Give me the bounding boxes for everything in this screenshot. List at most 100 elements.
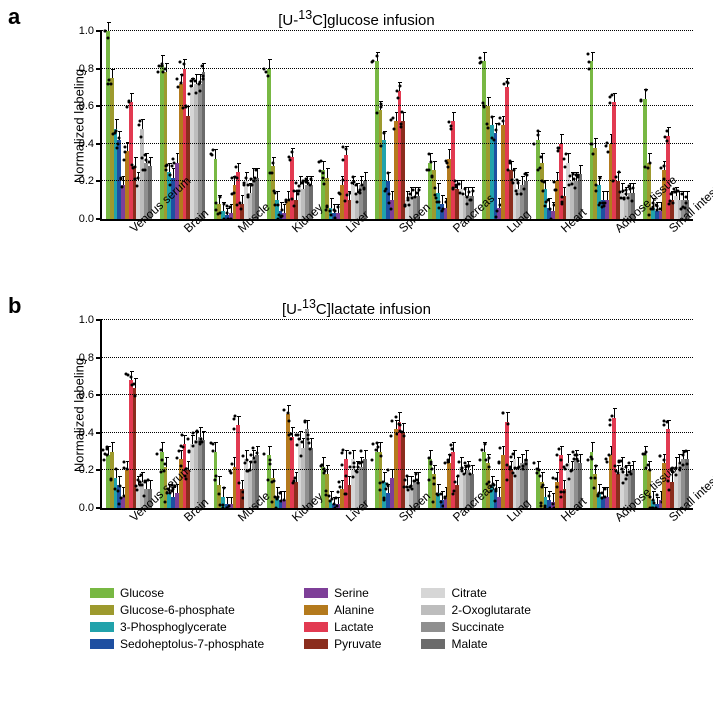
- legend-label: Sedoheptolus-7-phosphate: [120, 637, 264, 651]
- data-point: [428, 479, 431, 482]
- data-point: [164, 500, 167, 503]
- data-point: [255, 168, 258, 171]
- legend-swatch: [90, 622, 114, 632]
- data-point: [563, 491, 566, 494]
- data-point: [628, 461, 631, 464]
- data-point: [386, 483, 389, 486]
- data-point: [644, 453, 647, 456]
- data-point: [600, 491, 603, 494]
- data-point: [193, 79, 196, 82]
- data-point: [293, 476, 296, 479]
- data-point: [560, 201, 563, 204]
- error-bar: [607, 191, 608, 200]
- data-point: [498, 123, 501, 126]
- data-point: [295, 444, 298, 447]
- data-point: [383, 131, 386, 134]
- data-point: [522, 465, 525, 468]
- data-point: [300, 440, 303, 443]
- data-point: [198, 443, 201, 446]
- data-point: [655, 493, 658, 496]
- data-point: [490, 116, 493, 119]
- data-point: [249, 184, 252, 187]
- error-bar: [353, 450, 354, 459]
- data-point: [454, 481, 457, 484]
- data-point: [106, 37, 109, 40]
- data-point: [684, 196, 687, 199]
- data-point: [632, 186, 635, 189]
- data-point: [479, 61, 482, 64]
- data-point: [339, 192, 342, 195]
- data-point: [320, 160, 323, 163]
- data-point: [246, 194, 249, 197]
- panel-b-label: b: [8, 293, 21, 319]
- data-point: [431, 175, 434, 178]
- data-point: [386, 171, 389, 174]
- bar: [202, 72, 206, 219]
- error-bar: [346, 450, 347, 459]
- error-bar: [503, 446, 504, 455]
- data-point: [228, 206, 231, 209]
- data-point: [325, 490, 328, 493]
- figure-page: { "viewport": { "width": 713, "height": …: [0, 0, 713, 710]
- data-point: [509, 466, 512, 469]
- grid-line: [102, 68, 693, 69]
- error-bar: [396, 112, 397, 121]
- data-point: [523, 187, 526, 190]
- error-bar: [342, 480, 343, 489]
- legend-label: Succinate: [451, 620, 504, 634]
- error-bar: [592, 442, 593, 451]
- data-point: [376, 55, 379, 58]
- data-point: [608, 419, 611, 422]
- data-point: [495, 215, 498, 218]
- error-bar: [611, 446, 612, 455]
- data-point: [291, 482, 294, 485]
- data-point: [123, 146, 126, 149]
- legend-label: Malate: [451, 637, 487, 651]
- data-point: [495, 129, 498, 132]
- data-point: [236, 203, 239, 206]
- data-point: [536, 472, 539, 475]
- error-bar: [231, 497, 232, 505]
- data-point: [348, 465, 351, 468]
- legend-label: Lactate: [334, 620, 373, 634]
- data-point: [607, 453, 610, 456]
- y-tick-label: 0.8: [79, 63, 94, 75]
- data-point: [120, 186, 123, 189]
- x-label: Small intestine: [639, 221, 693, 279]
- data-point: [482, 101, 485, 104]
- data-point: [181, 434, 184, 437]
- y-tick-label: 0.6: [79, 389, 94, 401]
- data-point: [338, 485, 341, 488]
- panel-a-groups: [102, 31, 693, 219]
- grid-line: [102, 105, 693, 106]
- data-point: [219, 196, 222, 199]
- data-point: [375, 441, 378, 444]
- data-point: [398, 85, 401, 88]
- data-point: [412, 188, 415, 191]
- data-point: [668, 488, 671, 491]
- data-point: [506, 423, 509, 426]
- y-tick: [96, 105, 102, 107]
- error-bar: [380, 442, 381, 451]
- legend-label: Citrate: [451, 586, 486, 600]
- y-tick-label: 0.6: [79, 100, 94, 112]
- data-point: [448, 453, 451, 456]
- data-point: [106, 445, 109, 448]
- data-point: [586, 53, 589, 56]
- data-point: [214, 209, 217, 212]
- error-bar: [184, 435, 185, 444]
- data-point: [296, 193, 299, 196]
- data-point: [604, 496, 607, 499]
- data-point: [195, 440, 198, 443]
- data-point: [379, 145, 382, 148]
- error-bar: [338, 497, 339, 505]
- data-point: [244, 462, 247, 465]
- data-point: [408, 486, 411, 489]
- bar-group: [102, 320, 156, 508]
- error-bar: [592, 52, 593, 61]
- data-point: [647, 167, 650, 170]
- data-point: [276, 204, 279, 207]
- data-point: [102, 449, 105, 452]
- data-point: [344, 199, 347, 202]
- data-point: [603, 487, 606, 490]
